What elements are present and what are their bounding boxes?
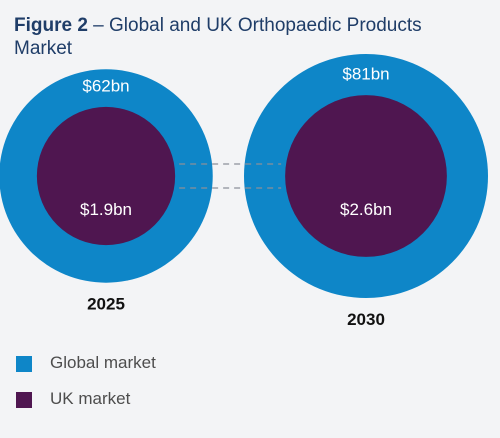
figure-label: Figure 2	[14, 15, 88, 36]
legend-swatch-global	[16, 356, 32, 372]
legend-label-global: Global market	[50, 353, 156, 372]
legend-swatch-uk	[16, 392, 32, 408]
chart-title: Figure 2 – Global and UK Orthopaedic Pro…	[14, 14, 484, 60]
uk-bubble-2025	[36, 106, 176, 246]
uk-value-label-2025: $1.9bn	[80, 200, 132, 219]
uk-bubble-2030	[285, 95, 447, 257]
uk-value-label-2030: $2.6bn	[340, 200, 392, 219]
title-separator: –	[87, 15, 110, 36]
global-value-label-2025: $62bn	[82, 77, 129, 96]
legend-label-uk: UK market	[50, 389, 131, 408]
title-text: Global and UK Orthopaedic Products Marke…	[14, 15, 422, 59]
global-value-label-2030: $81bn	[342, 65, 389, 84]
year-label-2030: 2030	[347, 310, 385, 329]
year-label-2025: 2025	[87, 295, 125, 314]
